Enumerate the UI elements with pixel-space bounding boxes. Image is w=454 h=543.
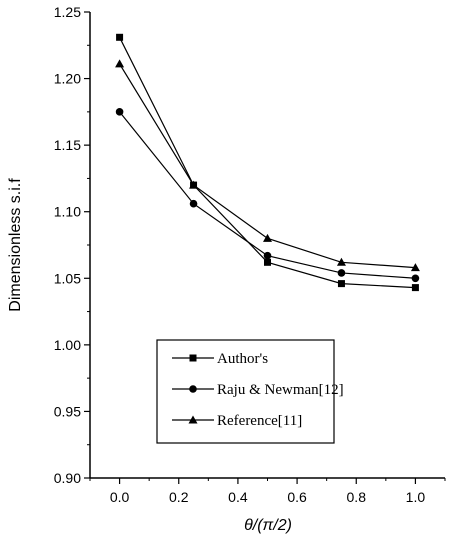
- triangle-marker: [336, 257, 346, 266]
- circle-marker: [189, 385, 197, 393]
- y-tick-label: 1.25: [54, 4, 81, 20]
- legend-entry: Raju & Newman[12]: [172, 382, 344, 398]
- triangle-marker: [410, 263, 420, 272]
- legend-label: Raju & Newman[12]: [217, 382, 344, 398]
- circle-marker: [337, 269, 346, 277]
- legend-entry: Reference[11]: [172, 413, 302, 429]
- square-marker: [116, 33, 124, 41]
- x-tick-label: 0.8: [347, 489, 367, 505]
- y-axis-label: Dimensionless s.i.f: [7, 178, 24, 312]
- triangle-marker: [263, 233, 272, 242]
- legend-label: Author's: [217, 351, 268, 367]
- legend: Author's Raju & Newman[12] Reference[11]: [156, 339, 344, 444]
- x-tick-label: 0.2: [169, 489, 189, 505]
- triangle-marker: [115, 59, 125, 68]
- x-tick-label: 0.4: [228, 489, 248, 505]
- x-tick-label: 1.0: [406, 489, 426, 505]
- y-tick-label: 1.00: [54, 337, 81, 353]
- triangle-marker: [189, 180, 199, 189]
- series-line: [119, 37, 416, 289]
- legend-entry: Author's: [172, 351, 268, 367]
- y-ticks: 0.90 0.95 1.00 1.05 1.10 1.15 1.20 1.25: [54, 4, 90, 486]
- triangle-marker: [188, 415, 198, 424]
- legend-label: Reference[11]: [217, 413, 302, 429]
- y-tick-label: 1.05: [54, 270, 81, 286]
- circle-marker: [189, 199, 198, 208]
- x-tick-label: 0.0: [110, 489, 130, 505]
- x-ticks: 0.0 0.2 0.4 0.6 0.8 1.0: [89, 478, 446, 505]
- y-tick-label: 1.10: [54, 204, 81, 220]
- circle-marker: [115, 108, 124, 116]
- series-layer: [115, 33, 420, 292]
- series-circle: [115, 108, 420, 283]
- square-marker: [411, 284, 419, 292]
- y-tick-label: 1.20: [54, 71, 81, 87]
- x-axis-label: θ/(π/2): [244, 517, 292, 534]
- y-tick-label: 0.90: [54, 470, 81, 486]
- circle-marker: [263, 251, 272, 260]
- square-marker: [264, 258, 271, 266]
- square-marker: [337, 280, 345, 288]
- y-tick-label: 0.95: [54, 403, 81, 419]
- x-tick-label: 0.6: [287, 489, 307, 505]
- square-marker: [189, 354, 197, 362]
- series-triangle: [115, 59, 420, 272]
- y-tick-label: 1.15: [54, 137, 81, 153]
- circle-marker: [411, 274, 420, 283]
- legend-box: [156, 339, 335, 444]
